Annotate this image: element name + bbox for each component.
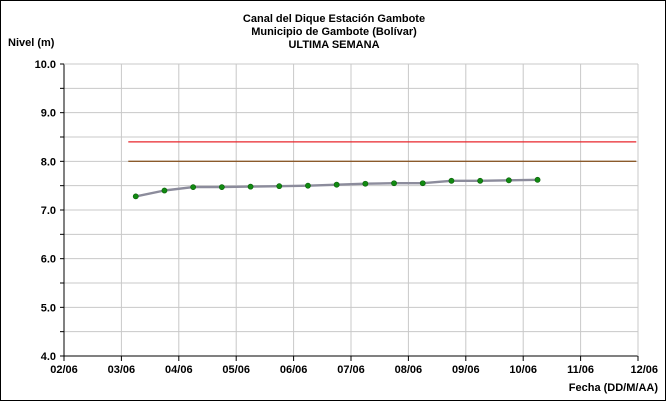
x-tick-label: 12/06 xyxy=(630,364,658,376)
data-point xyxy=(132,193,139,200)
axes xyxy=(60,63,639,361)
x-axis-label: Fecha (DD/M/AA) xyxy=(569,382,659,394)
x-tick-label: 10/06 xyxy=(509,364,537,376)
data-point xyxy=(505,177,512,184)
data-point xyxy=(305,182,311,189)
data-point xyxy=(218,184,225,191)
y-axis-label: Nivel (m) xyxy=(8,37,55,49)
y-tick-label: 6.0 xyxy=(41,254,56,266)
data-point xyxy=(333,181,340,188)
data-point xyxy=(161,187,168,194)
x-tick-label: 08/06 xyxy=(395,364,423,376)
x-tick-label: 04/06 xyxy=(165,364,193,376)
y-tick-label: 7.0 xyxy=(41,205,56,217)
y-tick-label: 8.0 xyxy=(41,156,56,168)
x-tick-label: 05/06 xyxy=(222,364,250,376)
data-point xyxy=(362,180,369,187)
chart-title-line-1: Canal del Dique Estación Gambote xyxy=(243,13,425,25)
chart-title-line-2: Municipio de Gambote (Bolívar) xyxy=(251,26,417,38)
x-tick-label: 07/06 xyxy=(337,364,365,376)
x-tick-label: 03/06 xyxy=(108,364,136,376)
x-tick-label: 02/06 xyxy=(50,364,78,376)
chart-title-line-3: ULTIMA SEMANA xyxy=(288,39,379,51)
data-point xyxy=(276,183,283,190)
data-point xyxy=(448,177,455,184)
x-tick-labels: 02/06 03/06 04/06 05/06 06/06 07/06 08/06 09/06… xyxy=(50,364,658,376)
data-point xyxy=(477,177,484,184)
y-tick-label: 5.0 xyxy=(41,302,56,314)
reference-lines xyxy=(128,141,637,162)
y-tick-labels: 4.0 5.0 6.0 7.0 8.0 9.0 10.0 xyxy=(35,59,56,363)
x-tick-label: 11/06 xyxy=(567,364,594,376)
data-point xyxy=(190,184,197,191)
data-point xyxy=(391,180,397,187)
x-tick-label: 06/06 xyxy=(280,364,308,376)
series-group xyxy=(132,176,541,200)
data-point xyxy=(534,176,541,183)
grid xyxy=(64,64,638,356)
y-tick-label: 10.0 xyxy=(35,59,56,71)
data-point xyxy=(419,180,426,187)
data-point xyxy=(247,183,254,190)
x-tick-label: 09/06 xyxy=(452,364,480,376)
y-tick-label: 4.0 xyxy=(41,351,56,363)
y-tick-label: 9.0 xyxy=(41,108,56,120)
